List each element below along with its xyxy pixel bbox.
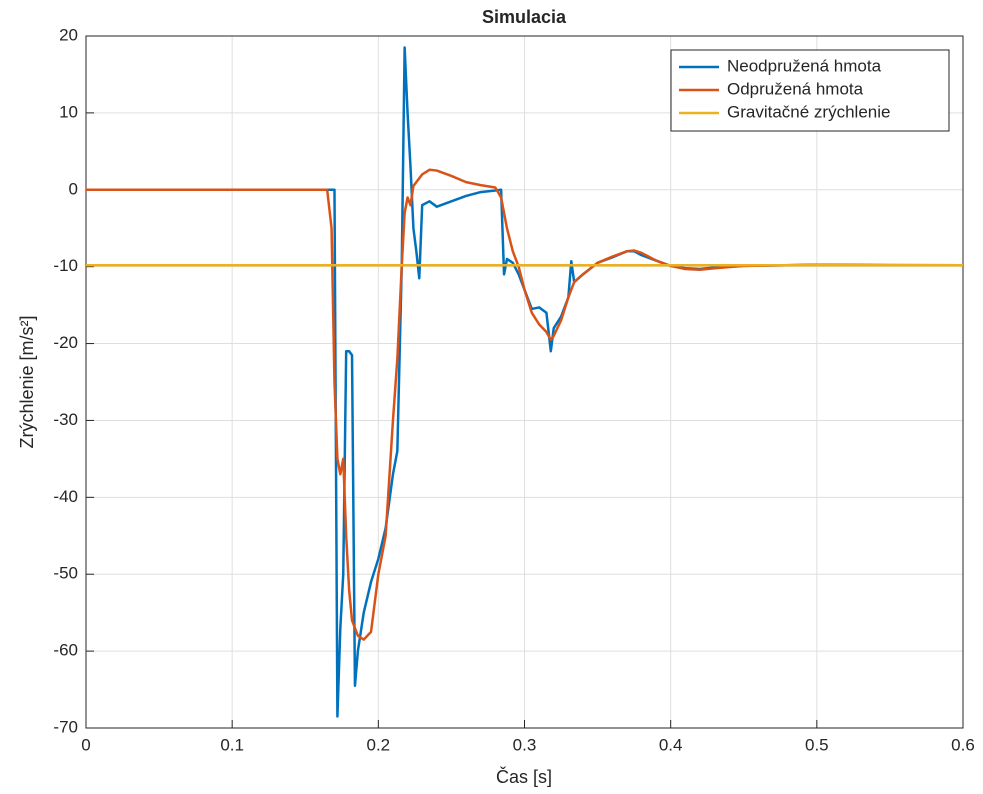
y-tick-label: -10	[53, 256, 78, 275]
x-axis-label: Čas [s]	[496, 766, 552, 787]
y-axis-label: Zrýchlenie [m/s²]	[17, 315, 37, 448]
legend-label: Odpružená hmota	[727, 79, 864, 98]
y-tick-label: -70	[53, 717, 78, 736]
y-tick-label: -60	[53, 641, 78, 660]
legend-label: Neodpružená hmota	[727, 56, 882, 75]
x-tick-label: 0.2	[367, 735, 391, 754]
x-tick-label: 0.6	[951, 735, 975, 754]
y-tick-label: 10	[59, 102, 78, 121]
y-tick-label: -30	[53, 410, 78, 429]
x-tick-label: 0	[81, 735, 90, 754]
chart-title: Simulacia	[482, 7, 567, 27]
plot-frame	[85, 35, 964, 729]
x-tick-label: 0.3	[513, 735, 537, 754]
y-tick-label: 0	[69, 179, 78, 198]
legend-label: Gravitačné zrýchlenie	[727, 102, 890, 121]
y-tick-label: 20	[59, 25, 78, 44]
y-tick-label: -40	[53, 487, 78, 506]
y-tick-label: -50	[53, 564, 78, 583]
x-tick-label: 0.1	[220, 735, 244, 754]
data-line	[86, 168, 964, 641]
y-tick-label: -20	[53, 333, 78, 352]
x-tick-label: 0.5	[805, 735, 829, 754]
x-tick-label: 0.4	[659, 735, 683, 754]
